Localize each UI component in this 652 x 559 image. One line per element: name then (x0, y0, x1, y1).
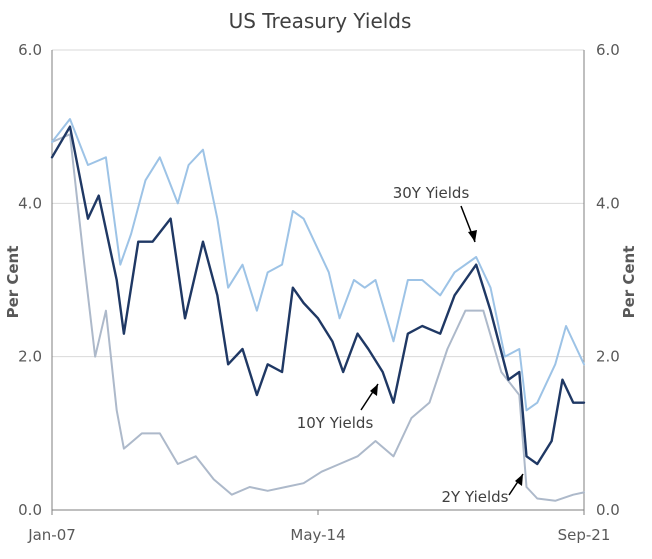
annotation-30y-arrowhead (468, 230, 477, 242)
annotation-2y-arrowhead (515, 474, 523, 486)
y-tick-label-right: 2.0 (596, 348, 620, 366)
axes (51, 50, 585, 515)
tick-labels: 0.0 0.0 2.0 2.0 4.0 4.0 6.0 6.0 Jan-07 May-14 Sep-… (18, 41, 620, 544)
series-line-30y-yields (51, 118, 585, 412)
annotation-10y: 10Y Yields (297, 414, 374, 432)
annotations: 30Y Yields 10Y Yields 2Y Yields (297, 184, 524, 506)
y-tick-label-left: 2.0 (18, 348, 42, 366)
y-tick-label-right: 6.0 (596, 41, 620, 59)
annotation-10y-arrowhead (370, 384, 378, 396)
x-tick-label: Jan-07 (27, 526, 76, 544)
chart-title: US Treasury Yields (229, 9, 412, 33)
y-axis-label-left: Per Cent (4, 246, 22, 319)
y-tick-label-right: 4.0 (596, 194, 620, 212)
x-tick-label: Sep-21 (558, 526, 611, 544)
y-tick-label-left: 4.0 (18, 194, 42, 212)
series-line-10y-yields (50, 125, 586, 466)
annotation-2y: 2Y Yields (441, 488, 508, 506)
y-tick-label-right: 0.0 (596, 501, 620, 519)
series-group (50, 118, 586, 502)
annotation-30y: 30Y Yields (393, 184, 470, 202)
x-tick-label: May-14 (290, 526, 345, 544)
y-axis-label-right: Per Cent (620, 246, 638, 319)
y-tick-label-left: 0.0 (18, 501, 42, 519)
y-tick-label-left: 6.0 (18, 41, 42, 59)
series-line-2y-yields (51, 133, 585, 502)
